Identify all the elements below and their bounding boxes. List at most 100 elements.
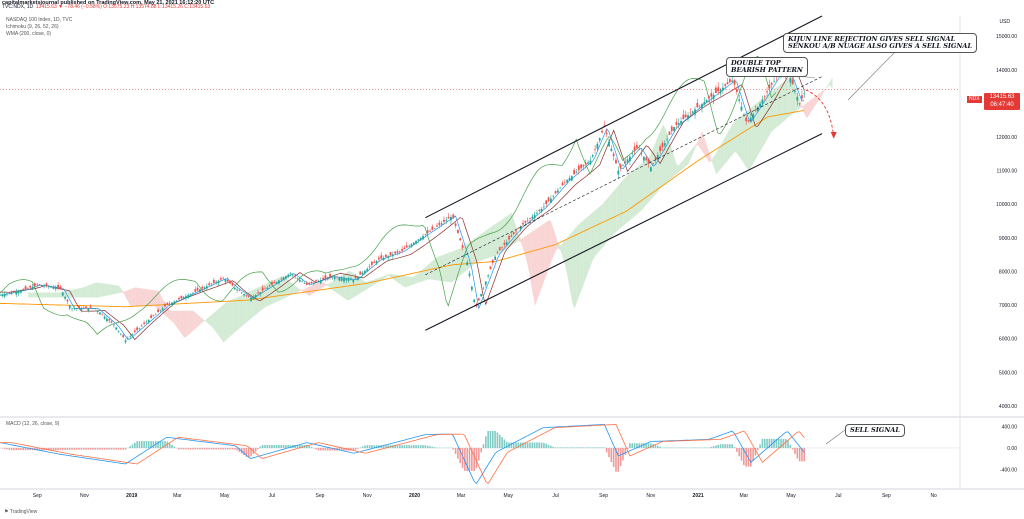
ichimoku-cloud-segment [207,316,210,325]
macd-histogram-bar [752,447,754,462]
ichimoku-cloud-segment [81,287,84,298]
candle-body [398,251,401,253]
macd-histogram-bar [182,447,185,450]
macd-histogram-bar [273,444,276,449]
macd-histogram-bar [494,430,496,449]
macd-histogram-bar [136,441,138,449]
ichimoku-cloud-segment [653,141,656,197]
macd-histogram-bar [61,447,64,451]
candle-body [345,278,348,281]
macd-histogram-bar [199,447,201,450]
candle-body [480,293,483,297]
candle-body [505,242,508,246]
candle-body [529,218,531,219]
price-tick-label: 14000.00 [996,68,1017,74]
candle-body [257,292,259,294]
time-tick-label: May [220,493,230,499]
ichimoku-cloud-segment [799,99,803,109]
ichimoku-cloud-segment [823,88,826,94]
candle-body [315,280,318,282]
macd-histogram-bar [352,447,355,451]
candle-body [301,281,304,283]
ichimoku-cloud-segment [367,280,370,289]
candle-body [59,286,62,289]
candle-body [663,143,666,146]
macd-histogram-bar [366,445,369,449]
ichimoku-cloud-segment [674,157,677,176]
ichimoku-cloud-segment [772,89,775,132]
ichimoku-cloud-segment [395,274,398,283]
channel-upper-line [425,15,823,219]
candle-body [773,80,775,82]
candle-body [194,289,197,292]
candle-body [463,254,466,256]
macd-histogram-bar [410,445,413,449]
ichimoku-cloud-segment [193,310,196,331]
macd-histogram-bar [259,446,262,449]
macd-histogram-bar [724,444,727,449]
candle-body [1,294,4,297]
ichimoku-cloud-segment [409,276,412,286]
ichimoku-cloud-segment [690,147,693,159]
macd-histogram-bar [92,447,94,450]
candle-body [582,164,585,167]
ichimoku-cloud-segment [516,227,519,243]
candle-body [575,172,578,173]
ichimoku-cloud-segment [49,292,52,298]
ichimoku-cloud-segment [539,224,542,294]
macd-histogram-bar [480,447,482,453]
ichimoku-cloud-segment [169,310,173,322]
ichimoku-cloud-segment [781,81,784,124]
ichimoku-cloud-segment [716,148,719,175]
ichimoku-cloud-segment [402,275,405,288]
macd-histogram-bar [113,447,115,450]
candle-body [215,281,218,283]
macd-histogram-bar [231,447,234,450]
macd-histogram-bar [194,447,197,450]
ichimoku-cloud-segment [102,283,105,297]
ichimoku-cloud-segment [639,163,642,213]
candle-body [173,301,176,303]
macd-histogram-bar [399,445,401,449]
macd-histogram-bar [180,447,183,450]
price-tick-label: 15000.00 [996,34,1017,40]
macd-histogram-bar [643,443,645,449]
candle-body [636,145,638,149]
ichimoku-cloud-segment [776,85,780,128]
ichimoku-cloud-segment [602,201,605,248]
ichimoku-cloud-segment [792,77,796,114]
macd-histogram-bar [1,447,4,449]
candle-body [22,289,25,291]
candle-body [496,252,499,253]
ichimoku-cloud-segment [235,297,238,333]
macd-histogram-bar [708,447,710,449]
macd-histogram-bar [777,438,780,449]
candle-body [424,234,427,236]
ichimoku-cloud-segment [418,270,422,283]
macd-histogram-bar [582,447,585,449]
candle-body [243,294,245,296]
candle-body [459,238,462,241]
macd-histogram-bar [99,447,101,450]
candle-body [747,120,750,122]
macd-histogram-bar [68,447,71,450]
macd-histogram-bar [343,447,345,451]
time-tick-label: Jul [835,493,841,499]
macd-histogram-bar [663,447,666,449]
ichimoku-cloud-segment [90,283,94,298]
candle-body [612,153,615,157]
macd-histogram-bar [526,442,529,449]
candle-body [219,278,222,280]
ichimoku-cloud-segment [830,77,833,90]
ichimoku-cloud-segment [586,216,589,278]
time-tick-label: Sep [882,493,891,499]
ichimoku-cloud-segment [239,295,243,329]
candle-body [596,143,599,149]
price-axis-unit: USD [999,19,1010,25]
ichimoku-cloud-segment [546,220,549,275]
ichimoku-cloud-segment [123,290,126,298]
candle-body [450,217,452,221]
price-tick-label: 5000.00 [999,370,1017,376]
candle-body [749,117,752,122]
